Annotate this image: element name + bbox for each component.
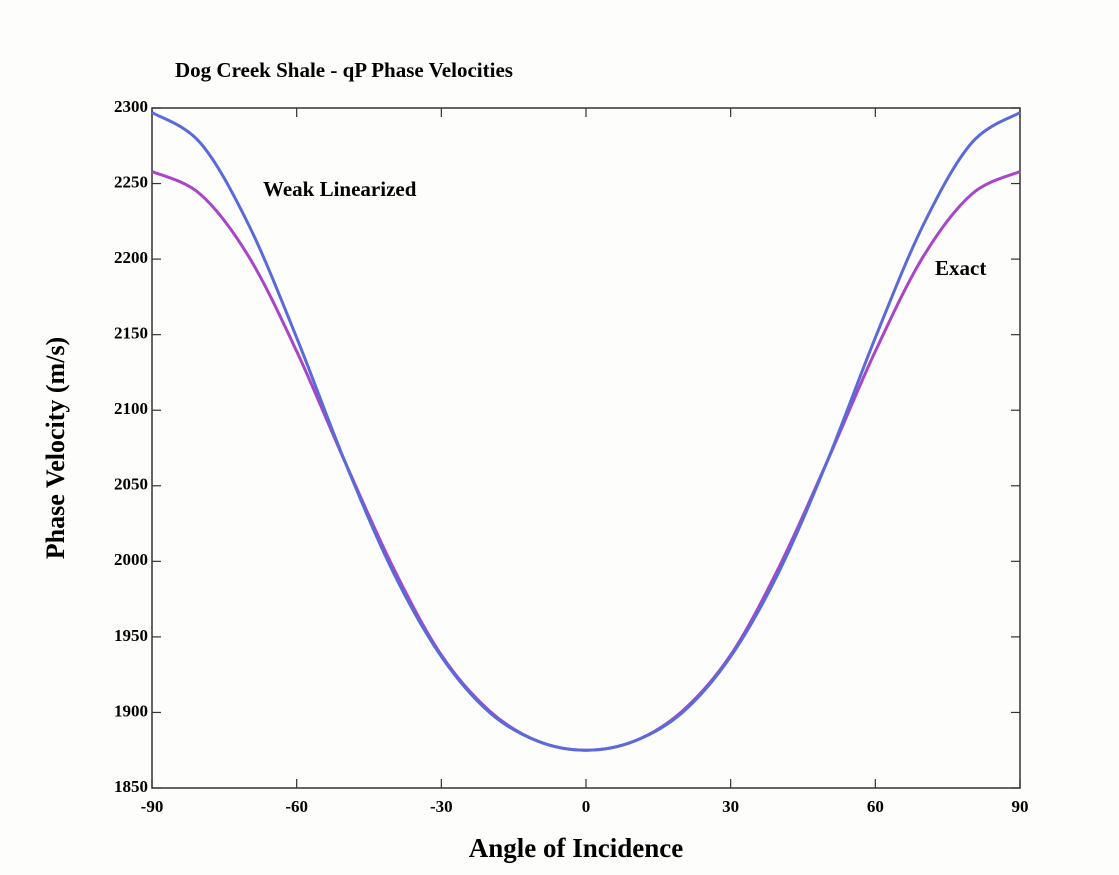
y-tick-label: 2300 — [114, 97, 148, 116]
chart-title: Dog Creek Shale - qP Phase Velocities — [175, 58, 513, 82]
y-tick-label: 2100 — [114, 399, 148, 418]
y-tick-label: 2050 — [114, 475, 148, 494]
x-tick-label: -30 — [430, 797, 453, 816]
series-annotation: Weak Linearized — [263, 177, 417, 201]
x-tick-label: -90 — [141, 797, 164, 816]
y-tick-label: 1900 — [114, 701, 148, 720]
y-tick-label: 2250 — [114, 172, 148, 191]
x-tick-label: 0 — [582, 797, 591, 816]
y-axis-label: Phase Velocity (m/s) — [41, 337, 70, 559]
series-annotation: Exact — [935, 256, 986, 280]
x-tick-label: -60 — [285, 797, 308, 816]
y-tick-label: 2150 — [114, 324, 148, 343]
y-tick-label: 1950 — [114, 626, 148, 645]
y-tick-label: 1850 — [114, 777, 148, 796]
x-tick-label: 90 — [1012, 797, 1029, 816]
x-tick-label: 60 — [867, 797, 884, 816]
series-line — [151, 111, 1021, 752]
x-axis-label: Angle of Incidence — [469, 833, 684, 863]
y-tick-label: 2200 — [114, 248, 148, 267]
plot-frame — [151, 107, 1021, 789]
x-tick-label: 30 — [722, 797, 739, 816]
y-tick-label: 2000 — [114, 550, 148, 569]
